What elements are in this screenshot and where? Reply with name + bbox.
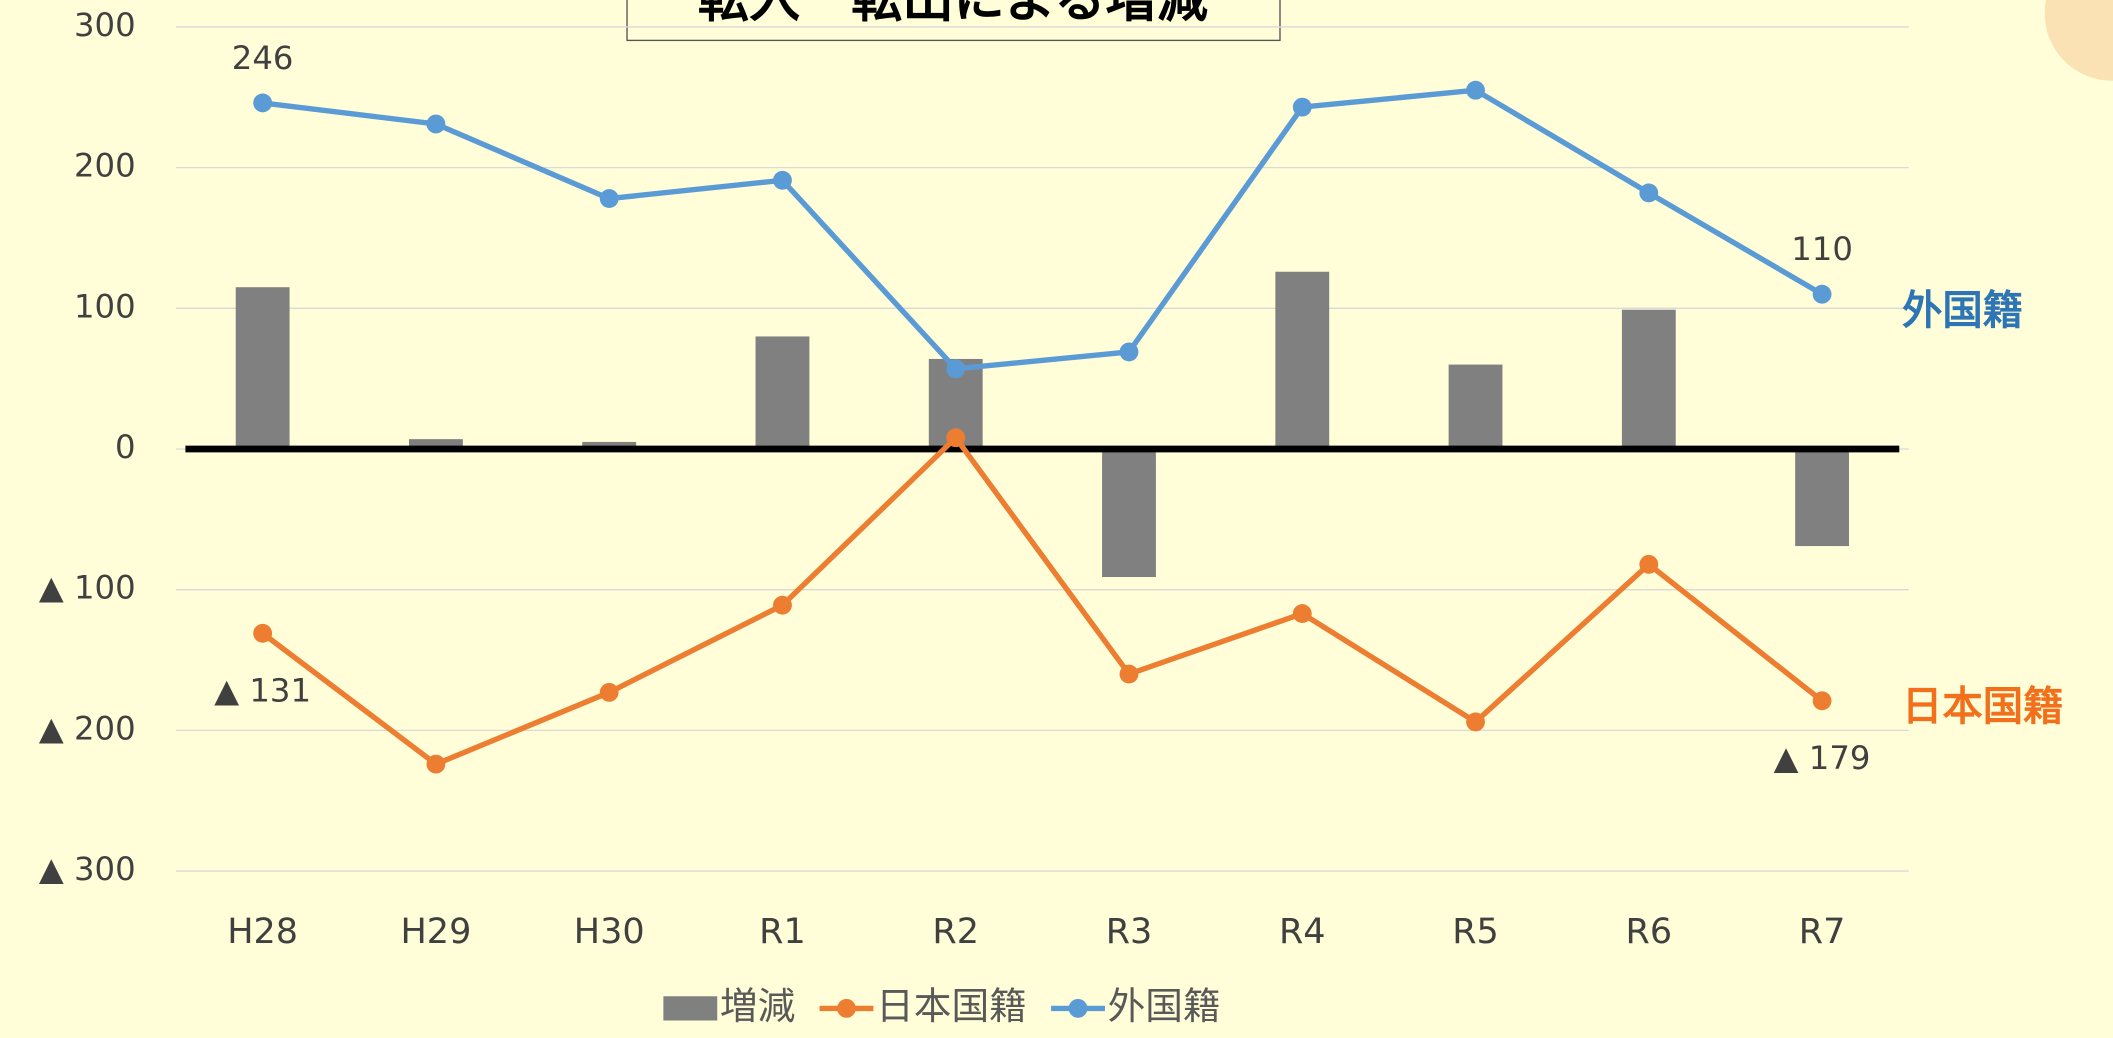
point xyxy=(600,683,619,702)
x-tick-label: R1 xyxy=(759,912,806,952)
y-tick-label: 200 xyxy=(74,147,136,185)
y-tick-label: ▲ 300 xyxy=(39,850,136,888)
bar xyxy=(756,336,810,449)
legend-swatch xyxy=(837,999,856,1018)
x-tick-label: H29 xyxy=(400,912,471,952)
x-tick-label: H30 xyxy=(574,912,645,952)
data-label: ▲ 131 xyxy=(214,672,311,710)
data-label: 246 xyxy=(232,39,294,77)
point xyxy=(1120,342,1139,361)
point xyxy=(1639,184,1658,203)
point xyxy=(946,359,965,378)
point xyxy=(1813,691,1832,710)
y-tick-label: ▲ 100 xyxy=(39,569,136,607)
y-tick-label: 100 xyxy=(74,287,136,325)
bar xyxy=(1102,449,1156,577)
data-label: ▲ 179 xyxy=(1774,739,1871,777)
x-tick-label: R7 xyxy=(1799,912,1846,952)
x-tick-label: R5 xyxy=(1452,912,1499,952)
legend-swatch xyxy=(663,996,717,1020)
point xyxy=(1813,285,1832,304)
legend-label: 増減 xyxy=(720,984,795,1028)
legend-label: 外国籍 xyxy=(1108,984,1221,1028)
bar xyxy=(1449,365,1503,449)
legend-label: 日本国籍 xyxy=(876,984,1027,1028)
point xyxy=(1639,555,1658,574)
y-tick-label: 0 xyxy=(115,428,136,466)
x-tick-label: R4 xyxy=(1279,912,1326,952)
point xyxy=(253,624,272,643)
point xyxy=(253,93,272,112)
x-tick-label: H28 xyxy=(227,912,298,952)
data-label: 110 xyxy=(1791,230,1853,268)
chart-title: 転入－転出による増減 xyxy=(698,0,1208,30)
point xyxy=(426,115,445,134)
point xyxy=(773,596,792,615)
y-tick-label: 300 xyxy=(74,6,136,44)
point xyxy=(426,755,445,774)
bar xyxy=(1275,272,1329,449)
page: {"chart_data": {"type": "bar_line", "tit… xyxy=(0,0,2113,1038)
chart: 転入－転出による増減 ▲ 300 ▲ 200 ▲ 100 0 100 200 300 H28 H… xyxy=(0,0,2113,1038)
point xyxy=(600,189,619,208)
series-label: 外国籍 xyxy=(1902,287,2023,334)
series-label: 日本国籍 xyxy=(1902,683,2064,730)
x-tick-label: R2 xyxy=(932,912,979,952)
point xyxy=(773,171,792,190)
point xyxy=(1120,665,1139,684)
y-tick-label: ▲ 200 xyxy=(39,709,136,747)
point xyxy=(1293,604,1312,623)
point xyxy=(1466,81,1485,100)
bar xyxy=(236,287,290,449)
x-tick-label: R3 xyxy=(1106,912,1153,952)
point xyxy=(1466,713,1485,732)
point xyxy=(1293,98,1312,117)
bar xyxy=(1795,449,1849,546)
bar xyxy=(1622,310,1676,449)
x-tick-label: R6 xyxy=(1626,912,1673,952)
legend-swatch xyxy=(1069,999,1088,1018)
point xyxy=(946,428,965,447)
